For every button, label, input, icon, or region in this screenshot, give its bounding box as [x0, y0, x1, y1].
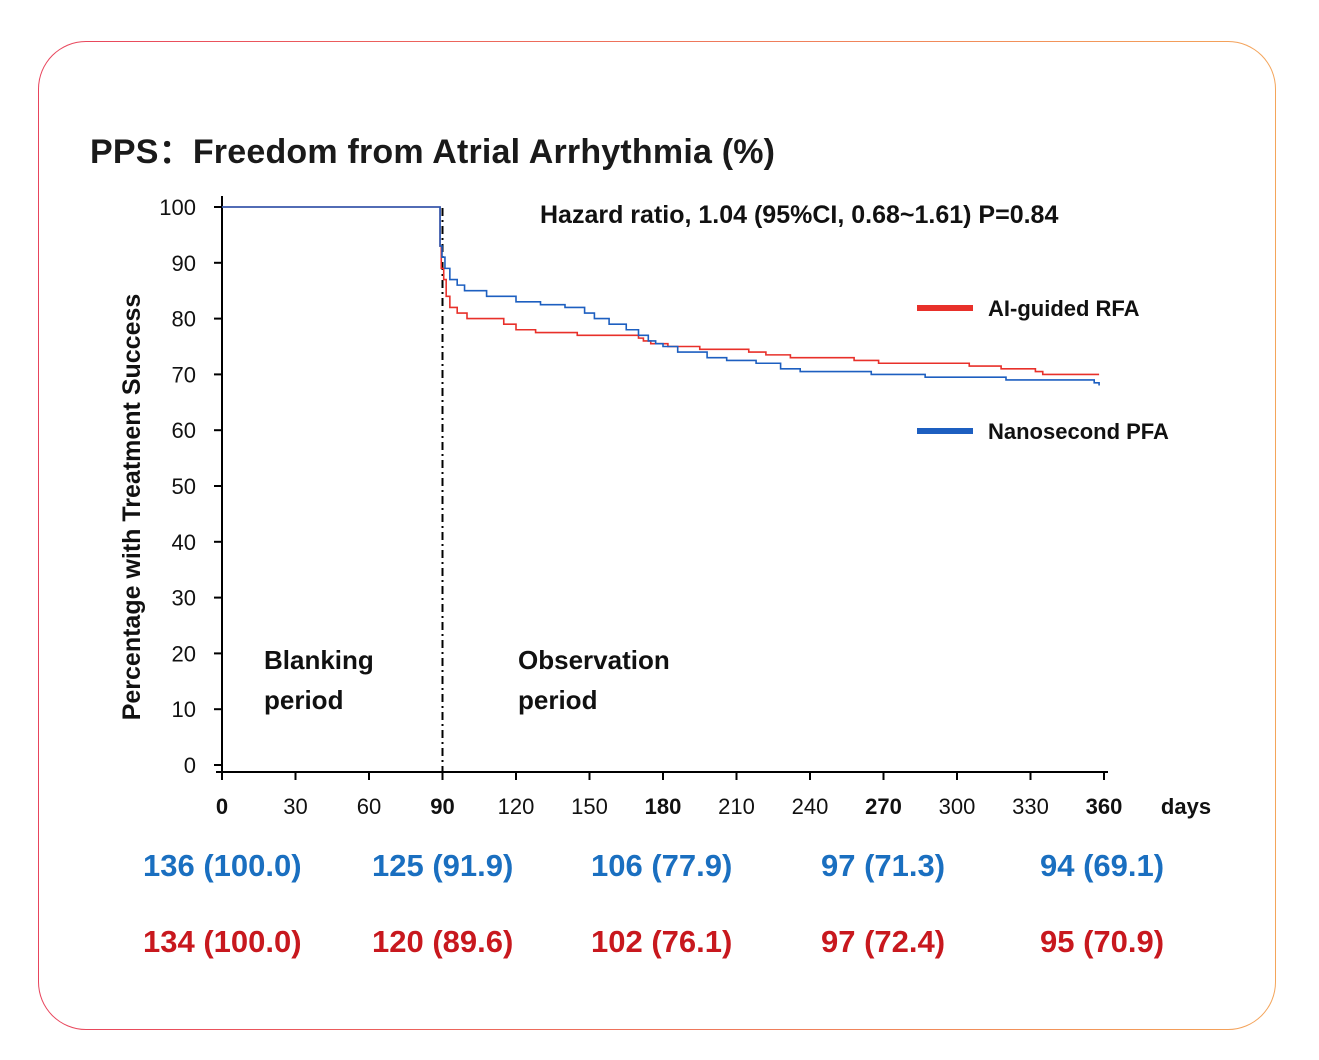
y-tick-label: 30	[172, 586, 196, 611]
legend-label: AI-guided RFA	[988, 296, 1140, 321]
chart-title: PPS：Freedom from Atrial Arrhythmia (%)	[90, 133, 776, 171]
risk-cell: 125 (91.9)	[372, 848, 514, 883]
x-tick-label: 210	[718, 794, 755, 819]
legend-label: Nanosecond PFA	[988, 419, 1169, 444]
y-tick-label: 10	[172, 697, 196, 722]
region-label-line2: period	[264, 685, 343, 715]
region-label-line1: Blanking	[264, 645, 374, 675]
x-tick-label: 0	[216, 794, 228, 819]
risk-cell: 106 (77.9)	[591, 848, 733, 883]
risk-cell: 134 (100.0)	[143, 924, 302, 959]
x-tick-label: 270	[865, 794, 902, 819]
y-tick-label: 90	[172, 251, 196, 276]
y-axis-label: Percentage with Treatment Success	[118, 294, 146, 721]
risk-cell: 102 (76.1)	[591, 924, 733, 959]
risk-cell: 97 (71.3)	[821, 848, 946, 883]
y-tick-label: 60	[172, 418, 196, 443]
x-axis-label: days	[1161, 794, 1211, 819]
x-tick-label: 60	[357, 794, 381, 819]
x-tick-label: 330	[1012, 794, 1049, 819]
km-curve-rfa	[222, 206, 1100, 376]
hazard-ratio-annotation: Hazard ratio, 1.04 (95%CI, 0.68~1.61) P=…	[540, 201, 1058, 229]
risk-cell: 97 (72.4)	[821, 924, 946, 959]
y-tick-label: 100	[159, 195, 196, 220]
y-tick-label: 40	[172, 530, 196, 555]
risk-cell: 136 (100.0)	[143, 848, 302, 883]
region-label-line1: Observation	[518, 645, 670, 675]
risk-cell: 95 (70.9)	[1040, 924, 1165, 959]
x-tick-label: 360	[1086, 794, 1123, 819]
risk-cell: 94 (69.1)	[1040, 848, 1165, 883]
x-tick-label: 240	[792, 794, 829, 819]
x-tick-label: 120	[498, 794, 535, 819]
y-tick-label: 0	[184, 753, 196, 778]
x-tick-label: 300	[939, 794, 976, 819]
y-tick-label: 50	[172, 474, 196, 499]
y-tick-label: 70	[172, 362, 196, 387]
km-curve-pfa	[222, 206, 1100, 386]
x-tick-label: 150	[571, 794, 608, 819]
risk-cell: 120 (89.6)	[372, 924, 514, 959]
x-tick-label: 180	[645, 794, 682, 819]
region-label-line2: period	[518, 685, 597, 715]
x-tick-label: 90	[430, 794, 454, 819]
y-tick-label: 20	[172, 641, 196, 666]
y-tick-label: 80	[172, 307, 196, 332]
x-tick-label: 30	[283, 794, 307, 819]
